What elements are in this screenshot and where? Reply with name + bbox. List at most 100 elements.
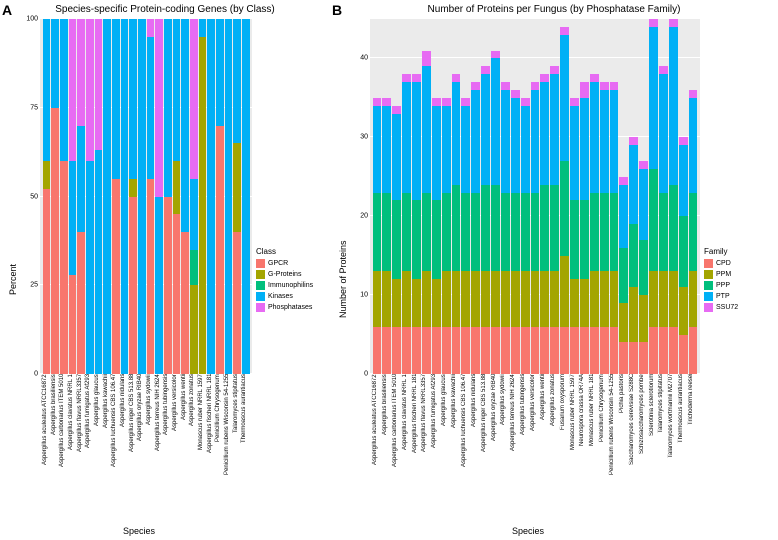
panel-b: B Number of Proteins per Fungus (by Phos… [330,0,778,540]
segment-ppp [452,185,461,272]
segment-ppp [550,185,559,272]
segment-gpcr [173,214,181,374]
segment-ssu72 [402,74,411,82]
panel-b-legend: FamilyCPDPPMPPPPTPSSU72 [700,19,778,540]
segment-gpcr [233,232,241,374]
x-label: Thermoascus aurantiacus [241,374,250,524]
bar [402,19,411,374]
x-label: Aspergillus fischeri NRRL 181 [412,374,422,524]
segment-ppp [590,193,599,272]
legend-item: Immunophilins [256,281,326,290]
segment-cpd [550,327,559,374]
segment-ssu72 [491,51,500,59]
segment-ppm [629,287,638,342]
bar [521,19,530,374]
legend-item: GPCR [256,259,326,268]
segment-cpd [590,327,599,374]
segment-cpd [481,327,490,374]
segment-ppm [610,271,619,326]
segment-kinases [112,19,120,179]
segment-ppm [382,271,391,326]
segment-ppp [412,200,421,279]
x-label: Neurospora crassa OR74A [579,374,589,524]
legend-label: PPP [716,282,730,289]
x-label: Aspergillus glaucus [94,374,103,524]
legend-item: PPP [704,281,774,290]
bar [471,19,480,374]
x-label: Monascus ruber NRRL 1597 [570,374,580,524]
segment-ppp [659,193,668,272]
segment-ssu72 [639,161,648,169]
segment-kinases [77,126,85,233]
segment-ppp [461,193,470,272]
segment-cpd [471,327,480,374]
bar [501,19,510,374]
segment-kinases [121,19,129,374]
segment-cpd [629,342,638,374]
x-label: Aspergillus oryzae RIB40 [137,374,146,524]
segment-kinases [69,161,77,275]
panel-b-ylabel: Number of Proteins [338,19,348,540]
segment-ptp [619,185,628,248]
segment-ptp [600,90,609,193]
segment-ppp [422,193,431,272]
segment-ppp [560,161,569,256]
segment-ssu72 [373,98,382,106]
segment-ppp [432,200,441,279]
x-label: Aspergillus carbonarius ITEM 5010 [59,374,68,524]
bar [679,19,688,374]
segment-kinases [155,197,163,375]
legend-swatch [704,281,713,290]
panel-b-title: Number of Proteins per Fungus (by Phosph… [330,4,778,15]
bar [649,19,658,374]
segment-cpd [511,327,520,374]
segment-ssu72 [669,19,678,27]
segment-ppm [560,256,569,327]
segment-gpcr [51,108,59,374]
legend-swatch [704,292,713,301]
segment-ptp [531,90,540,193]
segment-kinases [199,19,207,37]
segment-ptp [373,106,382,193]
bar [639,19,648,374]
x-label: Schizosaccharomyces pombe [639,374,649,524]
segment-kinases [164,19,172,197]
segment-ptp [669,27,678,185]
panel-a-xlabel: Species [26,526,252,536]
segment-ppp [679,216,688,287]
bar [689,19,698,374]
segment-ppm [590,271,599,326]
segment-cpd [669,327,678,374]
segment-cpd [412,327,421,374]
segment-ppp [392,200,401,279]
segment-cpd [619,342,628,374]
segment-ssu72 [590,74,599,82]
bar [242,19,250,374]
x-label: Monascus ruber NRRL 181 [589,374,599,524]
segment-ptp [560,35,569,161]
legend-swatch [256,259,265,268]
panel-b-xlabels: Aspergillus aculeatus ATCC16872Aspergill… [370,374,700,524]
legend-swatch [704,270,713,279]
segment-kinases [233,19,241,143]
bar [199,19,207,374]
legend-item: Kinases [256,292,326,301]
segment-ppp [689,193,698,272]
segment-cpd [461,327,470,374]
segment-ppm [501,271,510,326]
bar [590,19,599,374]
panel-b-xlabel: Species [356,526,700,536]
segment-ptp [461,106,470,193]
segment-ppm [432,279,441,326]
segment-ppm [392,279,401,326]
segment-kinases [60,19,68,161]
x-label: Sclerotinia sclerotiorum [649,374,659,524]
segment-kinases [51,19,59,108]
legend-swatch [256,303,265,312]
segment-ppp [382,193,391,272]
segment-cpd [402,327,411,374]
panel-b-yaxis: Number of Proteins [330,19,356,540]
segment-ppm [600,271,609,326]
segment-ppm [412,279,421,326]
x-label: Penicillium Chrysogenum [599,374,609,524]
